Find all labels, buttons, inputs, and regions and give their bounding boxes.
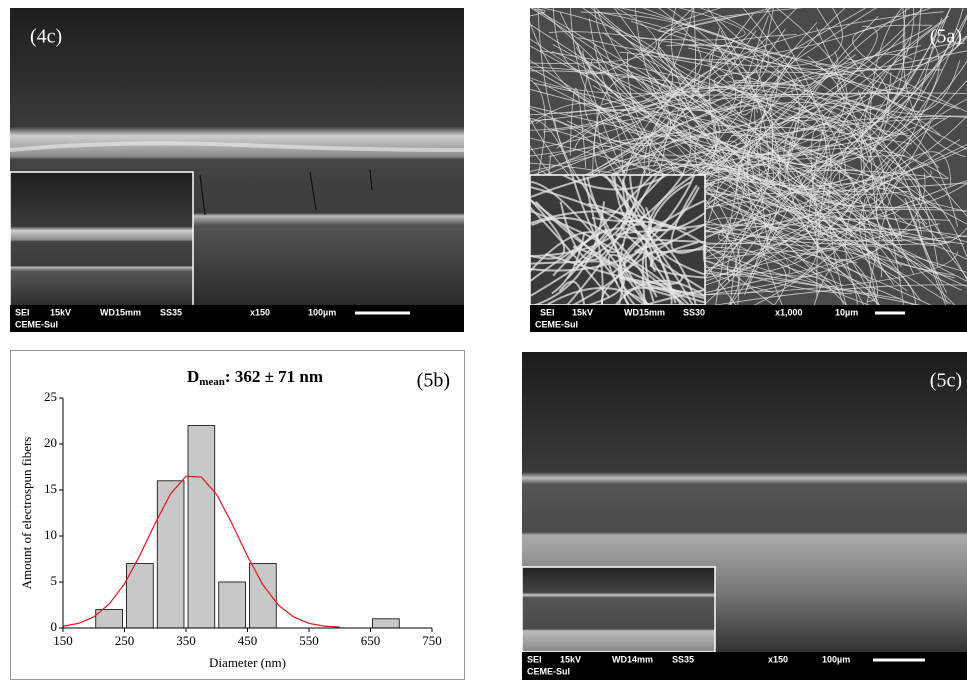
x-tick-label: 150	[53, 633, 73, 648]
info-bar	[530, 305, 967, 332]
info-lab: CEME-Sul	[527, 666, 570, 676]
chart-frame	[11, 351, 465, 680]
y-tick-label: 10	[44, 527, 57, 542]
info-wd: WD14mm	[612, 654, 653, 664]
info-voltage: 15kV	[50, 307, 71, 317]
info-mag: x150	[250, 307, 270, 317]
x-tick-label: 750	[422, 633, 442, 648]
panel-label: (4c)	[30, 26, 62, 48]
x-tick-label: 350	[176, 633, 196, 648]
x-tick-label: 550	[299, 633, 319, 648]
info-voltage: 15kV	[560, 654, 581, 664]
info-lab: CEME-Sul	[15, 319, 58, 329]
info-spot: SS35	[160, 307, 182, 317]
y-tick-label: 0	[51, 619, 58, 634]
y-tick-label: 20	[44, 435, 57, 450]
figure: (4c) SEI 15kV WD15mm SS35 x150 100µm CEME-Sul (5…	[0, 0, 967, 680]
info-spot: SS30	[683, 307, 705, 317]
title-part: mean	[199, 376, 225, 388]
panel-label: (5b)	[417, 370, 450, 392]
info-scale: 100µm	[308, 307, 336, 317]
title-part: D	[187, 367, 199, 386]
inset-image	[10, 172, 193, 308]
bar	[157, 481, 184, 628]
x-tick-label: 450	[238, 633, 258, 648]
inset-image	[522, 567, 715, 652]
info-spot: SS35	[672, 654, 694, 664]
info-wd: WD15mm	[624, 307, 665, 317]
info-detector: SEI	[540, 307, 555, 317]
y-tick-label: 5	[51, 573, 58, 588]
info-voltage: 15kV	[572, 307, 593, 317]
y-tick-label: 15	[44, 481, 57, 496]
panel-label: (5a)	[930, 26, 962, 48]
info-detector: SEI	[527, 654, 542, 664]
bar	[219, 582, 246, 628]
info-bar	[10, 305, 464, 332]
info-mag: x150	[768, 654, 788, 664]
panel-label: (5c)	[930, 370, 962, 392]
info-detector: SEI	[15, 307, 30, 317]
x-tick-label: 250	[115, 633, 135, 648]
title-part: : 362 ± 71 nm	[225, 367, 323, 386]
info-scale: 100µm	[822, 654, 850, 664]
x-axis-label: Diameter (nm)	[209, 655, 286, 670]
bar	[188, 426, 215, 628]
x-tick-label: 650	[361, 633, 381, 648]
info-mag: x1,000	[775, 307, 803, 317]
y-axis-label: Amount of electrospun fibers	[19, 437, 34, 590]
bar	[250, 564, 277, 628]
info-scale: 10µm	[835, 307, 858, 317]
y-tick-label: 25	[44, 389, 57, 404]
info-wd: WD15mm	[100, 307, 141, 317]
bar	[373, 619, 400, 628]
info-lab: CEME-Sul	[535, 319, 578, 329]
info-bar	[522, 652, 967, 680]
